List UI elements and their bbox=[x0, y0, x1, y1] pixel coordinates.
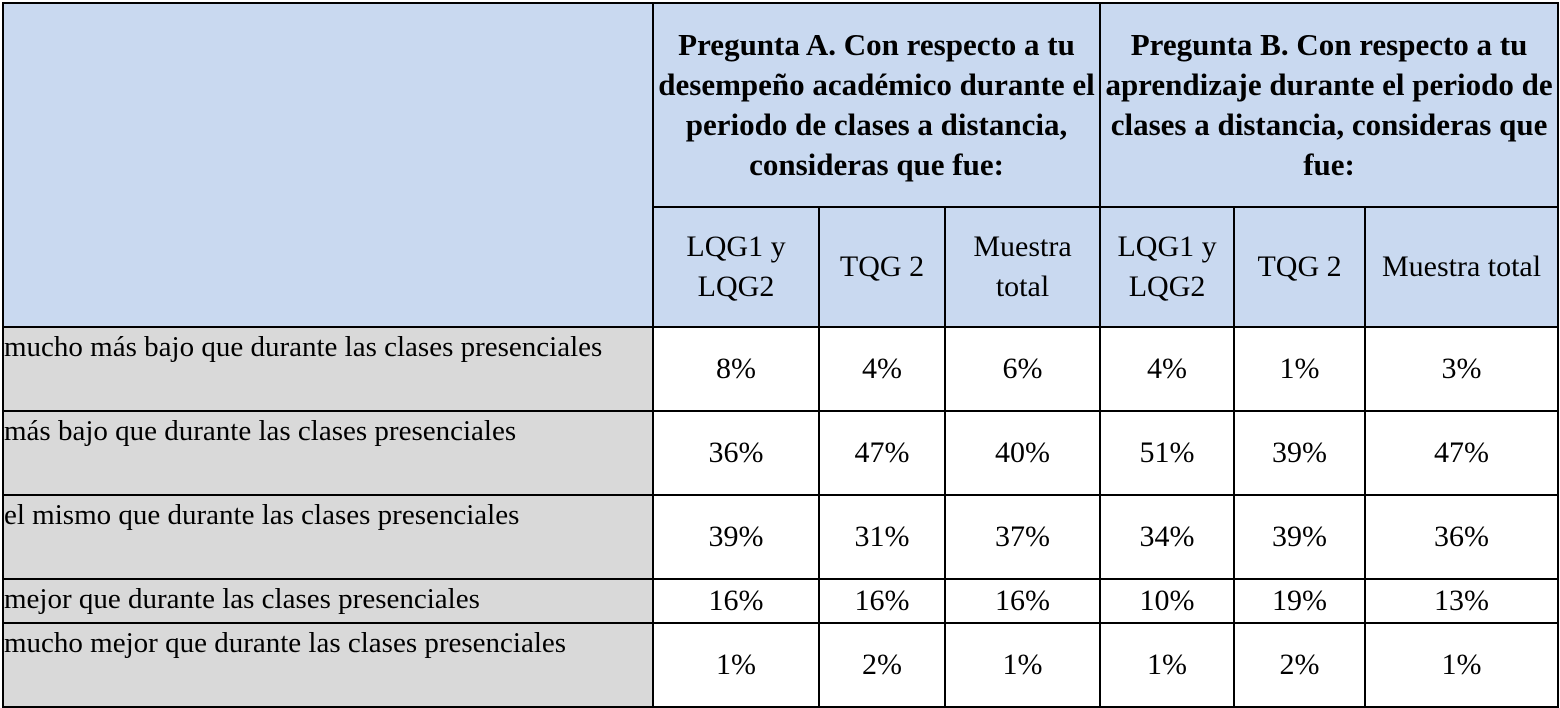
table-cell: 1% bbox=[1099, 622, 1236, 708]
table-row: el mismo que durante las clases presenci… bbox=[2, 494, 1560, 580]
subcolumn-header: LQG1 y LQG2 bbox=[652, 206, 820, 328]
header-row-questions: Pregunta A. Con respecto a tu desempeño … bbox=[2, 2, 1560, 328]
table-cell: 4% bbox=[818, 326, 946, 412]
table-cell: 6% bbox=[943, 326, 1102, 412]
table-cell: 39% bbox=[652, 494, 820, 580]
row-label: mejor que durante las clases presenciale… bbox=[2, 578, 654, 624]
table-cell: 2% bbox=[818, 622, 946, 708]
table-cell: 1% bbox=[943, 622, 1102, 708]
subcolumn-header: Muestra total bbox=[1364, 206, 1560, 328]
question-a-header: Pregunta A. Con respecto a tu desempeño … bbox=[651, 2, 1102, 208]
table-cell: 37% bbox=[943, 494, 1102, 580]
subcolumn-header: TQG 2 bbox=[1233, 206, 1367, 328]
row-label: mucho más bajo que durante las clases pr… bbox=[2, 326, 654, 412]
table-cell: 13% bbox=[1364, 578, 1560, 624]
table-cell: 51% bbox=[1099, 410, 1236, 496]
subcolumn-header: TQG 2 bbox=[818, 206, 946, 328]
table-cell: 36% bbox=[652, 410, 820, 496]
table-cell: 39% bbox=[1233, 410, 1367, 496]
table-cell: 1% bbox=[1233, 326, 1367, 412]
row-label: más bajo que durante las clases presenci… bbox=[2, 410, 654, 496]
table-cell: 36% bbox=[1364, 494, 1560, 580]
table-cell: 1% bbox=[1364, 622, 1560, 708]
table-cell: 34% bbox=[1099, 494, 1236, 580]
table-cell: 39% bbox=[1233, 494, 1367, 580]
table-cell: 2% bbox=[1233, 622, 1367, 708]
table-cell: 3% bbox=[1364, 326, 1560, 412]
table-cell: 4% bbox=[1099, 326, 1236, 412]
table-cell: 31% bbox=[818, 494, 946, 580]
table-cell: 19% bbox=[1233, 578, 1367, 624]
table-cell: 16% bbox=[943, 578, 1102, 624]
table-cell: 16% bbox=[818, 578, 946, 624]
table-cell: 1% bbox=[652, 622, 820, 708]
table-cell: 40% bbox=[943, 410, 1102, 496]
header-corner-blank bbox=[2, 2, 654, 328]
table-row: mucho más bajo que durante las clases pr… bbox=[2, 326, 1560, 412]
table-cell: 16% bbox=[652, 578, 820, 624]
table-row: mejor que durante las clases presenciale… bbox=[2, 578, 1560, 624]
row-label: el mismo que durante las clases presenci… bbox=[2, 494, 654, 580]
table-cell: 10% bbox=[1099, 578, 1236, 624]
table-cell: 47% bbox=[1364, 410, 1560, 496]
table-cell: 47% bbox=[818, 410, 946, 496]
header-row-subcolumns: LQG1 y LQG2 TQG 2 Muestra total LQG1 y L… bbox=[3, 206, 1560, 328]
table-row: más bajo que durante las clases presenci… bbox=[2, 410, 1560, 496]
subcolumn-header: Muestra total bbox=[943, 206, 1102, 328]
table-cell: 8% bbox=[652, 326, 820, 412]
question-b-header: Pregunta B. Con respecto a tu aprendizaj… bbox=[1099, 2, 1560, 208]
table-row: mucho mejor que durante las clases prese… bbox=[2, 622, 1560, 708]
subcolumn-header: LQG1 y LQG2 bbox=[1099, 206, 1236, 328]
row-label: mucho mejor que durante las clases prese… bbox=[2, 622, 654, 708]
